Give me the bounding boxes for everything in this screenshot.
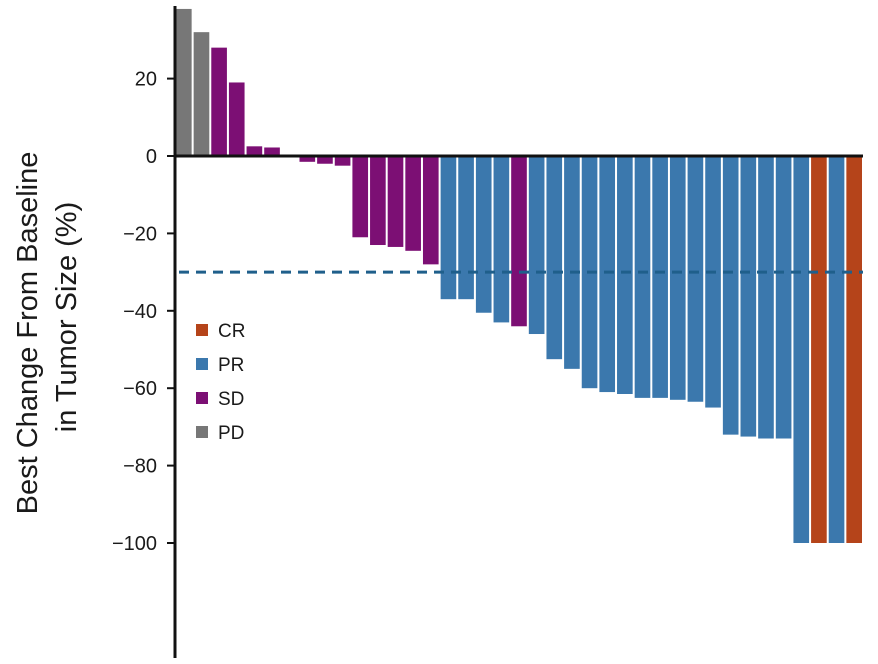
y-tick-label: 20: [135, 69, 157, 91]
bar-sd: [511, 156, 527, 327]
bar-pr: [528, 156, 545, 335]
y-tick-label: −20: [123, 223, 157, 245]
legend-label-pr: PR: [218, 355, 244, 376]
bar-sd: [228, 82, 245, 156]
bar-sd: [422, 156, 439, 265]
bar-pr: [564, 156, 580, 369]
bar-pr: [617, 156, 633, 394]
bar-pr: [722, 156, 739, 435]
bar-pr: [546, 156, 563, 360]
bar-sd: [334, 156, 351, 166]
bar-sd: [264, 147, 280, 156]
y-tick-label: −100: [112, 533, 157, 555]
legend-label-pd: PD: [218, 423, 244, 444]
bar-pr: [793, 156, 810, 543]
legend-swatch-pr: [196, 358, 208, 370]
y-axis-title-line-1: Best Change From Baseline: [12, 152, 44, 515]
bar-cr: [811, 156, 827, 543]
bar-pr: [687, 156, 704, 402]
legend-label-sd: SD: [218, 389, 244, 410]
bar-pr: [705, 156, 721, 408]
bars-layer: [175, 8, 863, 543]
bar-sd: [370, 156, 386, 246]
y-tick-label: −40: [123, 301, 157, 323]
y-tick-label: 0: [146, 146, 157, 168]
bar-pr: [775, 156, 792, 439]
bar-pr: [634, 156, 651, 398]
bar-pr: [458, 156, 474, 300]
y-axis-title-line-2: in Tumor Size (%): [51, 202, 83, 432]
bar-sd: [211, 47, 227, 156]
bar-pr: [669, 156, 686, 400]
legend-label-cr: CR: [218, 321, 245, 342]
bar-sd: [387, 156, 404, 247]
bar-pr: [652, 156, 668, 398]
bar-pr: [828, 156, 845, 543]
bar-pd: [176, 8, 192, 156]
bar-sd: [299, 156, 316, 162]
bar-pr: [493, 156, 510, 323]
bar-pr: [599, 156, 616, 393]
legend-swatch-pd: [196, 426, 208, 438]
y-tick-label: −60: [123, 378, 157, 400]
y-tick-label: −80: [123, 456, 157, 478]
bar-pr: [758, 156, 774, 439]
bar-sd: [246, 146, 263, 156]
legend-swatch-sd: [196, 392, 208, 404]
bar-sd: [352, 156, 369, 238]
bar-pr: [740, 156, 757, 437]
legend: CR PR SD PD: [196, 321, 245, 444]
legend-swatch-cr: [196, 324, 208, 336]
y-axis-ticks: 20 0 −20 −40 −60 −80 −100: [112, 6, 177, 658]
bar-sd: [405, 156, 421, 251]
bar-pd: [193, 32, 210, 156]
bar-pr: [440, 156, 457, 300]
bar-cr: [846, 156, 862, 543]
bar-sd: [317, 156, 333, 164]
bar-pr: [475, 156, 492, 313]
